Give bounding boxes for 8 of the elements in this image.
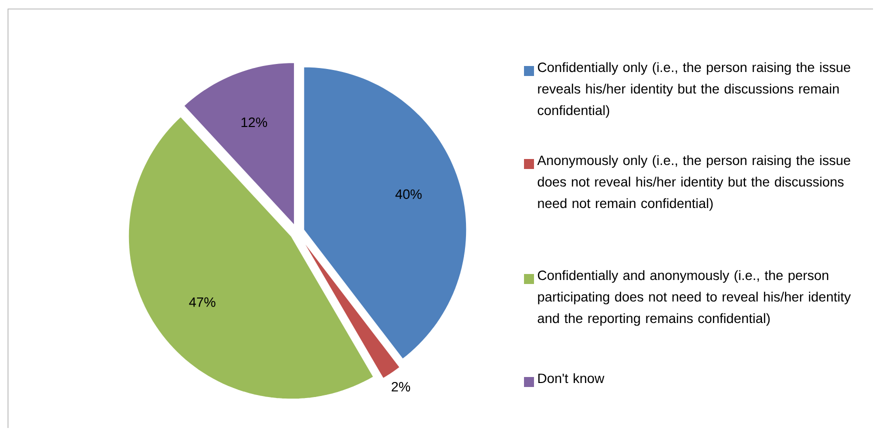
legend-label: Confidentially only (i.e., the person raising the issue reveals his/her identity but the discussions remain confidential) <box>538 62 850 118</box>
data-label: 40% <box>395 189 422 199</box>
data-label: 2% <box>392 382 410 392</box>
legend-label: Don't know <box>538 373 604 384</box>
data-label: 47% <box>189 297 216 307</box>
legend-label: Anonymously only (i.e., the person raising the issue does not reveal his/her identity but the discussions need not remain confidential) <box>537 155 850 211</box>
legend-label: Confidentially and anonymously (i.e., the person participating does not need to reveal his/her identity and the reporting remains confidential) <box>538 270 851 326</box>
data-label: 12% <box>242 118 268 128</box>
